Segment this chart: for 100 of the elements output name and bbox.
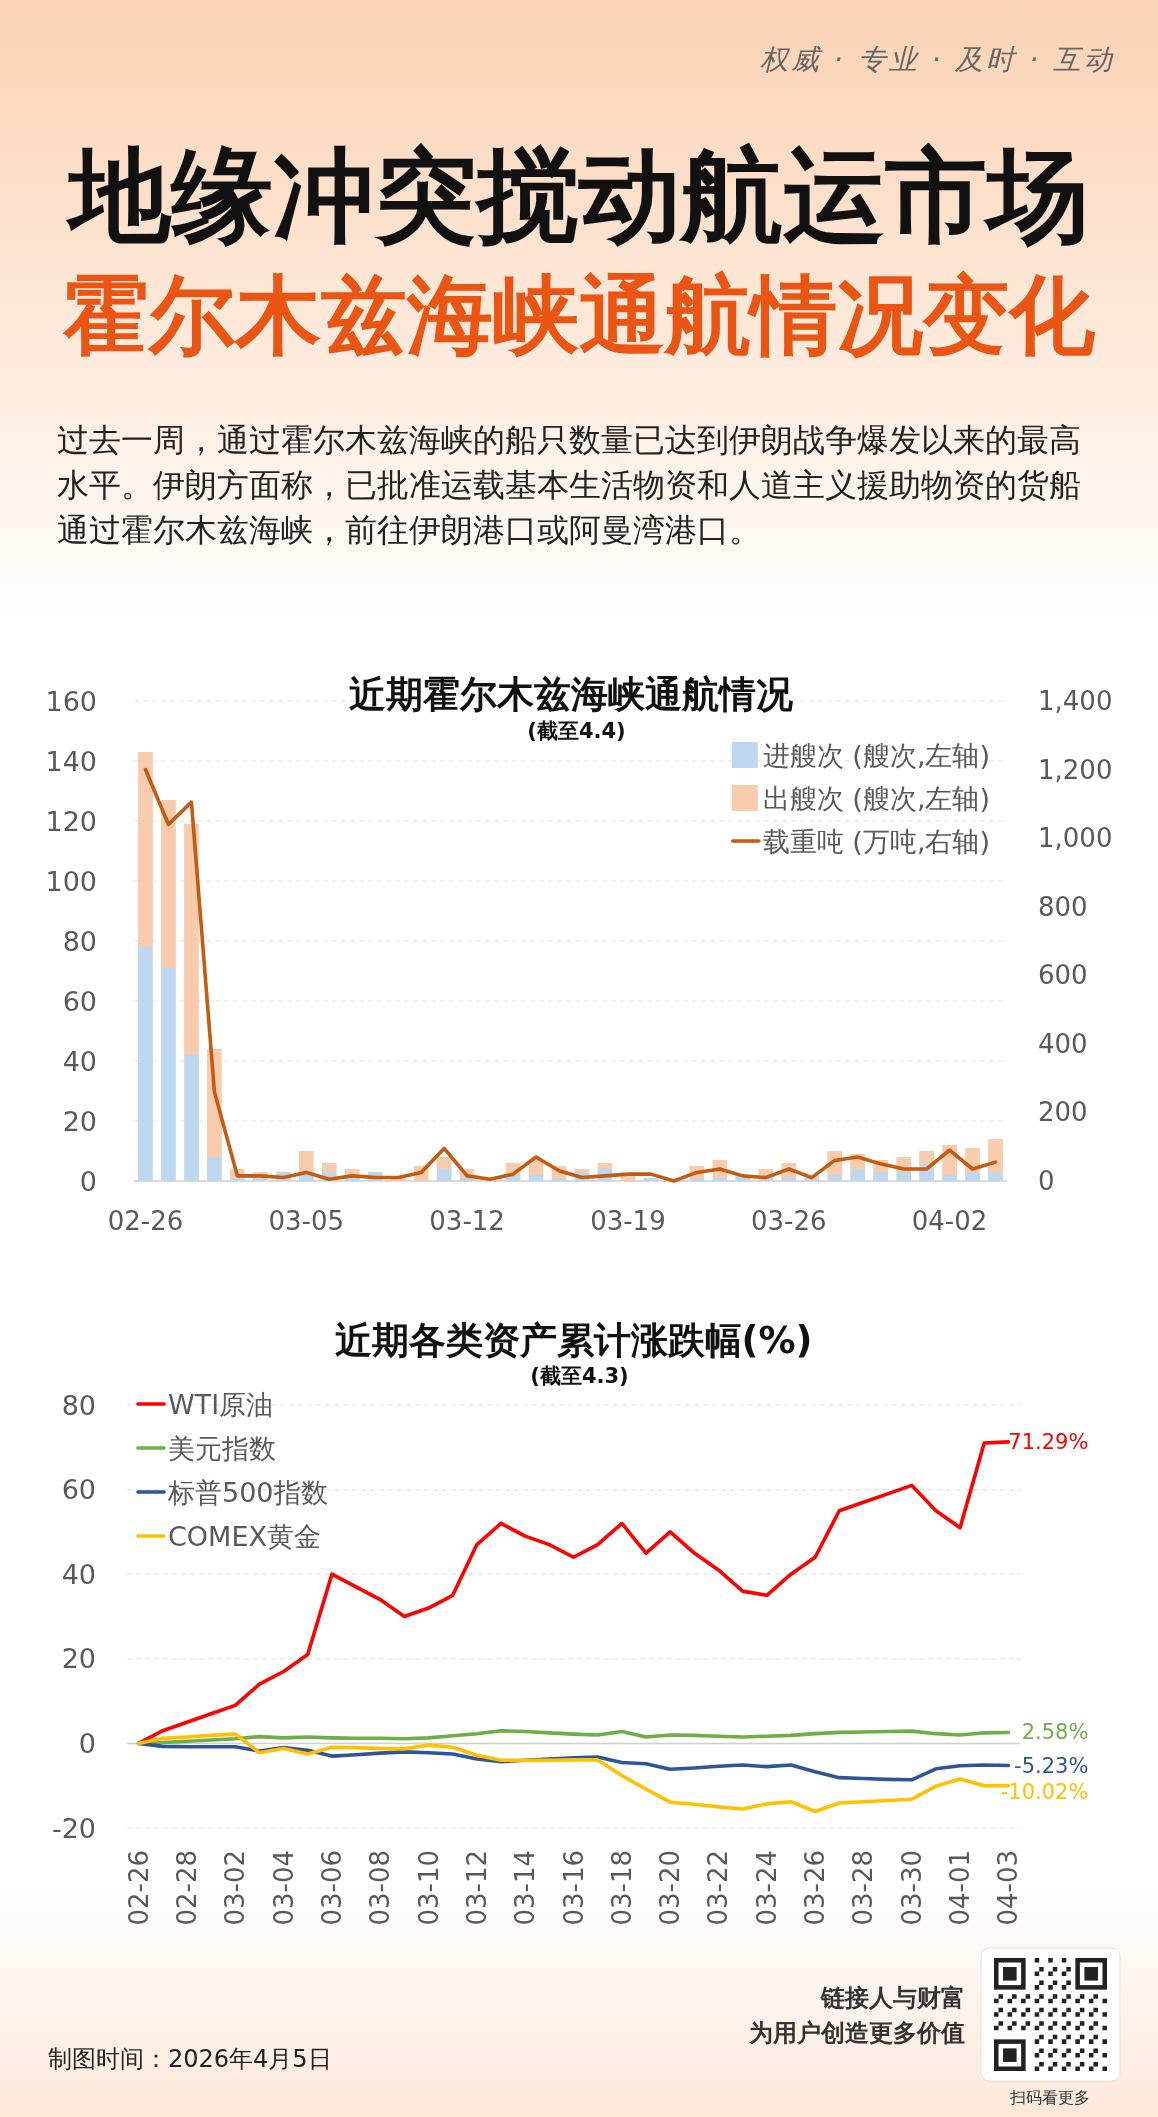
y-tick-label: 140 xyxy=(45,745,97,777)
x-tick-label: 02-26 xyxy=(123,1850,154,1926)
y2-tick-label: 400 xyxy=(1038,1028,1088,1059)
y-tick-label: 60 xyxy=(62,985,97,1017)
bar xyxy=(597,1163,613,1169)
y-tick-label: 80 xyxy=(62,925,97,957)
data-label: 2.58% xyxy=(1021,1720,1089,1745)
bar xyxy=(161,968,176,1181)
y2-tick-label: 600 xyxy=(1038,960,1088,991)
legend-label: 标普500指数 xyxy=(167,1476,328,1508)
bar xyxy=(712,1178,728,1181)
x-tick-label: 03-19 xyxy=(590,1206,666,1236)
y-tick-label: 40 xyxy=(62,1045,97,1077)
bar xyxy=(253,1178,268,1181)
y-tick-label: 60 xyxy=(61,1474,96,1506)
x-tick-label: 03-22 xyxy=(703,1850,734,1926)
bar xyxy=(758,1169,774,1175)
bar xyxy=(551,1178,567,1181)
legend-label: 出艘次 (艘次,左轴) xyxy=(762,782,990,814)
line-series xyxy=(143,767,998,1183)
y-tick-label: -20 xyxy=(51,1812,96,1844)
y2-tick-label: 200 xyxy=(1038,1097,1088,1128)
y2-tick-label: 0 xyxy=(1038,1166,1055,1196)
bar xyxy=(850,1169,866,1181)
bar xyxy=(689,1178,705,1181)
y2-tick-label: 1,200 xyxy=(1038,754,1113,785)
bar xyxy=(873,1172,888,1181)
x-tick-label: 03-24 xyxy=(751,1850,782,1926)
text: 制图时间：2026年4月5日 xyxy=(48,2044,332,2074)
x-tick-label: 03-18 xyxy=(606,1850,637,1926)
bar xyxy=(896,1172,911,1181)
x-tick-label: 03-10 xyxy=(413,1850,444,1926)
bar xyxy=(827,1175,843,1181)
bar xyxy=(184,1055,199,1181)
x-tick-label: 04-02 xyxy=(911,1206,988,1236)
legend-label: 进艘次 (艘次,左轴) xyxy=(762,739,990,771)
x-tick-label: 03-30 xyxy=(896,1850,927,1926)
x-tick-label: 03-06 xyxy=(316,1850,347,1926)
data-label: 71.29% xyxy=(1008,1429,1089,1454)
text: 为用户创造更多价值 xyxy=(749,2018,965,2048)
bar xyxy=(574,1169,590,1172)
bar xyxy=(942,1175,957,1181)
x-tick-label: 03-26 xyxy=(800,1850,831,1926)
bar xyxy=(988,1139,1003,1172)
bar xyxy=(184,824,199,1055)
chart-title: 近期霍尔木兹海峡通航情况 xyxy=(348,672,793,716)
y2-tick-label: 1,400 xyxy=(1038,686,1113,716)
x-tick-label: 03-02 xyxy=(220,1850,251,1926)
text: 霍尔木兹海峡通航情况变化 xyxy=(63,264,1095,367)
bar xyxy=(298,1175,314,1181)
bar xyxy=(965,1172,980,1181)
x-tick-label: 03-16 xyxy=(558,1850,589,1926)
text: 扫码看更多 xyxy=(1010,2088,1090,2108)
legend-label: WTI原油 xyxy=(168,1388,274,1420)
y-tick-label: 0 xyxy=(78,1727,96,1759)
chart-subtitle: (截至4.3) xyxy=(530,1364,629,1388)
x-tick-label: 02-28 xyxy=(171,1850,202,1926)
x-tick-label: 03-12 xyxy=(429,1206,505,1236)
x-tick-label: 04-01 xyxy=(945,1850,976,1926)
legend-label: 美元指数 xyxy=(168,1432,276,1464)
x-tick-label: 03-04 xyxy=(268,1850,299,1926)
bar xyxy=(161,800,176,968)
bar xyxy=(988,1172,1003,1181)
bar xyxy=(643,1178,659,1181)
y-tick-label: 120 xyxy=(45,805,97,837)
chart-title: 近期各类资产累计涨跌幅(%) xyxy=(334,1318,813,1362)
bar xyxy=(138,752,153,947)
x-tick-label: 03-05 xyxy=(268,1206,345,1236)
y2-tick-label: 1,000 xyxy=(1038,823,1113,854)
bar xyxy=(344,1178,360,1181)
text: 过去一周，通过霍尔木兹海峡的船只数量已达到伊朗战争爆发以来的最高水平。伊朗方面称，已批准运载基本生活物资和人道主义援助物资的货船通过霍尔木兹海峡，前往伊朗港口或阿曼湾港口。 xyxy=(57,420,1082,551)
bar xyxy=(459,1178,475,1181)
y-tick-label: 0 xyxy=(79,1165,97,1197)
text: 链接人与财富 xyxy=(821,1983,965,2013)
bar xyxy=(230,1178,245,1181)
x-tick-label: 03-20 xyxy=(655,1850,686,1926)
x-tick-label: 03-14 xyxy=(510,1850,541,1926)
bar xyxy=(436,1169,452,1181)
data-label: -5.23% xyxy=(1014,1753,1089,1778)
x-tick-label: 03-08 xyxy=(365,1850,396,1926)
y2-tick-label: 800 xyxy=(1038,891,1088,922)
legend-label: 载重吨 (万吨,右轴) xyxy=(762,825,990,857)
bar xyxy=(207,1157,222,1181)
x-tick-label: 02-26 xyxy=(107,1206,184,1236)
y-tick-label: 20 xyxy=(62,1105,97,1137)
y-tick-label: 80 xyxy=(61,1389,96,1421)
bar xyxy=(919,1151,934,1163)
legend-label: COMEX黄金 xyxy=(168,1520,321,1552)
x-tick-label: 03-28 xyxy=(848,1850,879,1926)
x-tick-label: 03-26 xyxy=(750,1206,827,1236)
x-tick-label: 04-03 xyxy=(993,1850,1024,1926)
y-tick-label: 40 xyxy=(61,1558,96,1590)
y-tick-label: 160 xyxy=(45,685,97,717)
text: 权威 · 专业 · 及时 · 互动 xyxy=(759,41,1115,77)
data-label: -10.02% xyxy=(1000,1779,1089,1804)
bar xyxy=(436,1157,452,1169)
y-tick-label: 100 xyxy=(45,865,97,897)
bar xyxy=(321,1163,337,1172)
bar xyxy=(781,1178,797,1181)
bar xyxy=(528,1175,544,1181)
